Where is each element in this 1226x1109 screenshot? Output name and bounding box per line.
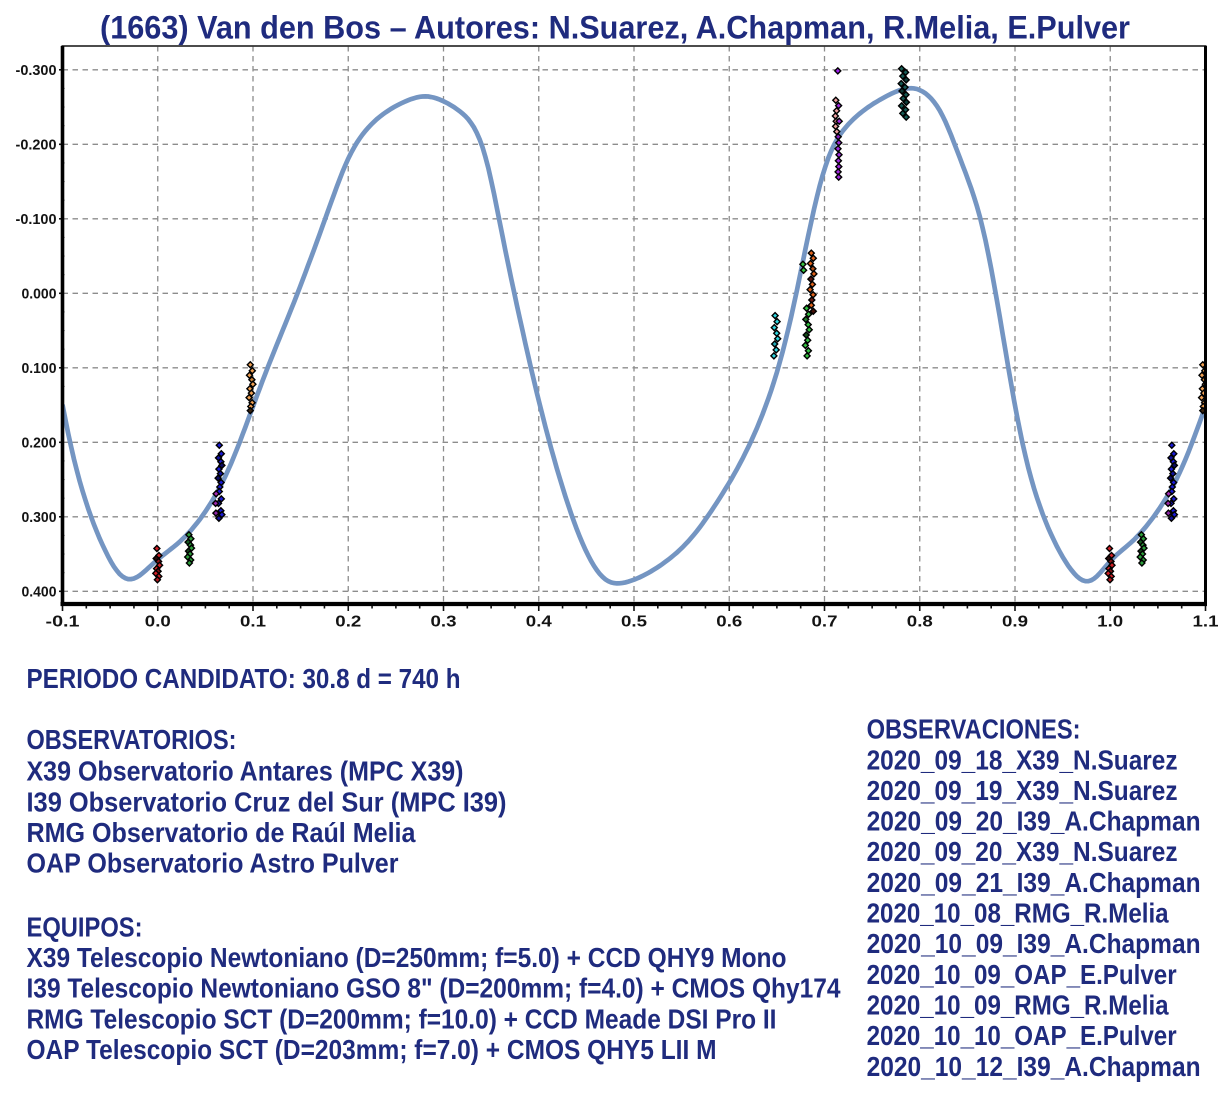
svg-text:2020_09_20_X39_N.Suarez: 2020_09_20_X39_N.Suarez — [867, 836, 1178, 867]
svg-text:RMG Telescopio SCT (D=200mm; f: RMG Telescopio SCT (D=200mm; f=10.0) + C… — [27, 1003, 777, 1034]
svg-text:2020_09_21_I39_A.Chapman: 2020_09_21_I39_A.Chapman — [867, 867, 1201, 898]
svg-text:0.7: 0.7 — [812, 614, 838, 631]
svg-text:0.9: 0.9 — [1002, 614, 1028, 631]
svg-text:PERIODO CANDIDATO: 30.8 d = 74: PERIODO CANDIDATO: 30.8 d = 740 h — [27, 663, 461, 694]
svg-text:2020_09_18_X39_N.Suarez: 2020_09_18_X39_N.Suarez — [867, 744, 1178, 775]
svg-text:0.2: 0.2 — [335, 614, 361, 631]
svg-text:0.000: 0.000 — [22, 286, 57, 302]
svg-text:X39 Observatorio Antares (MPC: X39 Observatorio Antares (MPC X39) — [27, 756, 464, 787]
svg-text:2020_10_08_RMG_R.Melia: 2020_10_08_RMG_R.Melia — [867, 898, 1170, 929]
svg-text:2020_09_19_X39_N.Suarez: 2020_09_19_X39_N.Suarez — [867, 775, 1178, 806]
svg-text:1.1: 1.1 — [1193, 614, 1219, 631]
svg-text:EQUIPOS:: EQUIPOS: — [27, 912, 143, 943]
svg-text:2020_10_09_I39_A.Chapman: 2020_10_09_I39_A.Chapman — [867, 928, 1201, 959]
svg-text:I39 Telescopio Newtoniano GSO: I39 Telescopio Newtoniano GSO 8" (D=200m… — [27, 973, 842, 1004]
svg-text:2020_10_09_RMG_R.Melia: 2020_10_09_RMG_R.Melia — [867, 990, 1170, 1021]
svg-text:-0.300: -0.300 — [16, 63, 57, 79]
svg-text:OBSERVATORIOS:: OBSERVATORIOS: — [27, 724, 237, 755]
svg-text:OAP Telescopio SCT (D=203mm; f: OAP Telescopio SCT (D=203mm; f=7.0) + CM… — [27, 1034, 717, 1065]
svg-text:2020_09_20_I39_A.Chapman: 2020_09_20_I39_A.Chapman — [867, 806, 1201, 837]
svg-text:0.0: 0.0 — [145, 614, 171, 631]
svg-text:0.400: 0.400 — [22, 584, 57, 600]
svg-text:OAP Observatorio Astro Pulver: OAP Observatorio Astro Pulver — [27, 848, 399, 879]
svg-text:(1663) Van den Bos – Autores:: (1663) Van den Bos – Autores: N.Suarez, … — [100, 10, 1130, 46]
svg-text:X39 Telescopio Newtoniano (D=2: X39 Telescopio Newtoniano (D=250mm; f=5.… — [27, 942, 787, 973]
svg-text:2020_10_10_OAP_E.Pulver: 2020_10_10_OAP_E.Pulver — [867, 1020, 1177, 1051]
svg-text:0.1: 0.1 — [240, 614, 266, 631]
svg-text:RMG Observatorio de Raúl Melia: RMG Observatorio de Raúl Melia — [27, 817, 417, 848]
svg-text:2020_10_12_I39_A.Chapman: 2020_10_12_I39_A.Chapman — [867, 1051, 1201, 1082]
svg-text:-0.1: -0.1 — [46, 614, 80, 631]
svg-text:0.100: 0.100 — [22, 361, 57, 377]
svg-text:0.300: 0.300 — [22, 510, 57, 526]
svg-text:2020_10_09_OAP_E.Pulver: 2020_10_09_OAP_E.Pulver — [867, 959, 1177, 990]
svg-text:-0.100: -0.100 — [16, 212, 57, 228]
svg-text:-0.200: -0.200 — [16, 137, 57, 153]
svg-text:OBSERVACIONES:: OBSERVACIONES: — [867, 714, 1081, 745]
svg-text:0.8: 0.8 — [907, 614, 933, 631]
svg-text:1.0: 1.0 — [1097, 614, 1123, 631]
svg-text:0.5: 0.5 — [621, 614, 647, 631]
svg-text:0.200: 0.200 — [22, 435, 57, 451]
svg-text:0.3: 0.3 — [431, 614, 457, 631]
svg-text:I39 Observatorio Cruz del Sur: I39 Observatorio Cruz del Sur (MPC I39) — [27, 786, 507, 817]
svg-text:0.6: 0.6 — [716, 614, 742, 631]
svg-text:0.4: 0.4 — [526, 614, 552, 631]
